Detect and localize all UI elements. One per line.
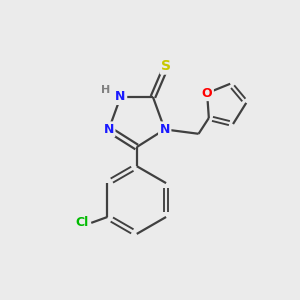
Text: H: H <box>100 85 110 94</box>
Text: Cl: Cl <box>76 216 89 230</box>
Text: N: N <box>103 123 114 136</box>
Text: N: N <box>116 91 126 103</box>
Text: S: S <box>161 59 171 73</box>
Text: O: O <box>202 87 212 100</box>
Text: N: N <box>160 123 170 136</box>
